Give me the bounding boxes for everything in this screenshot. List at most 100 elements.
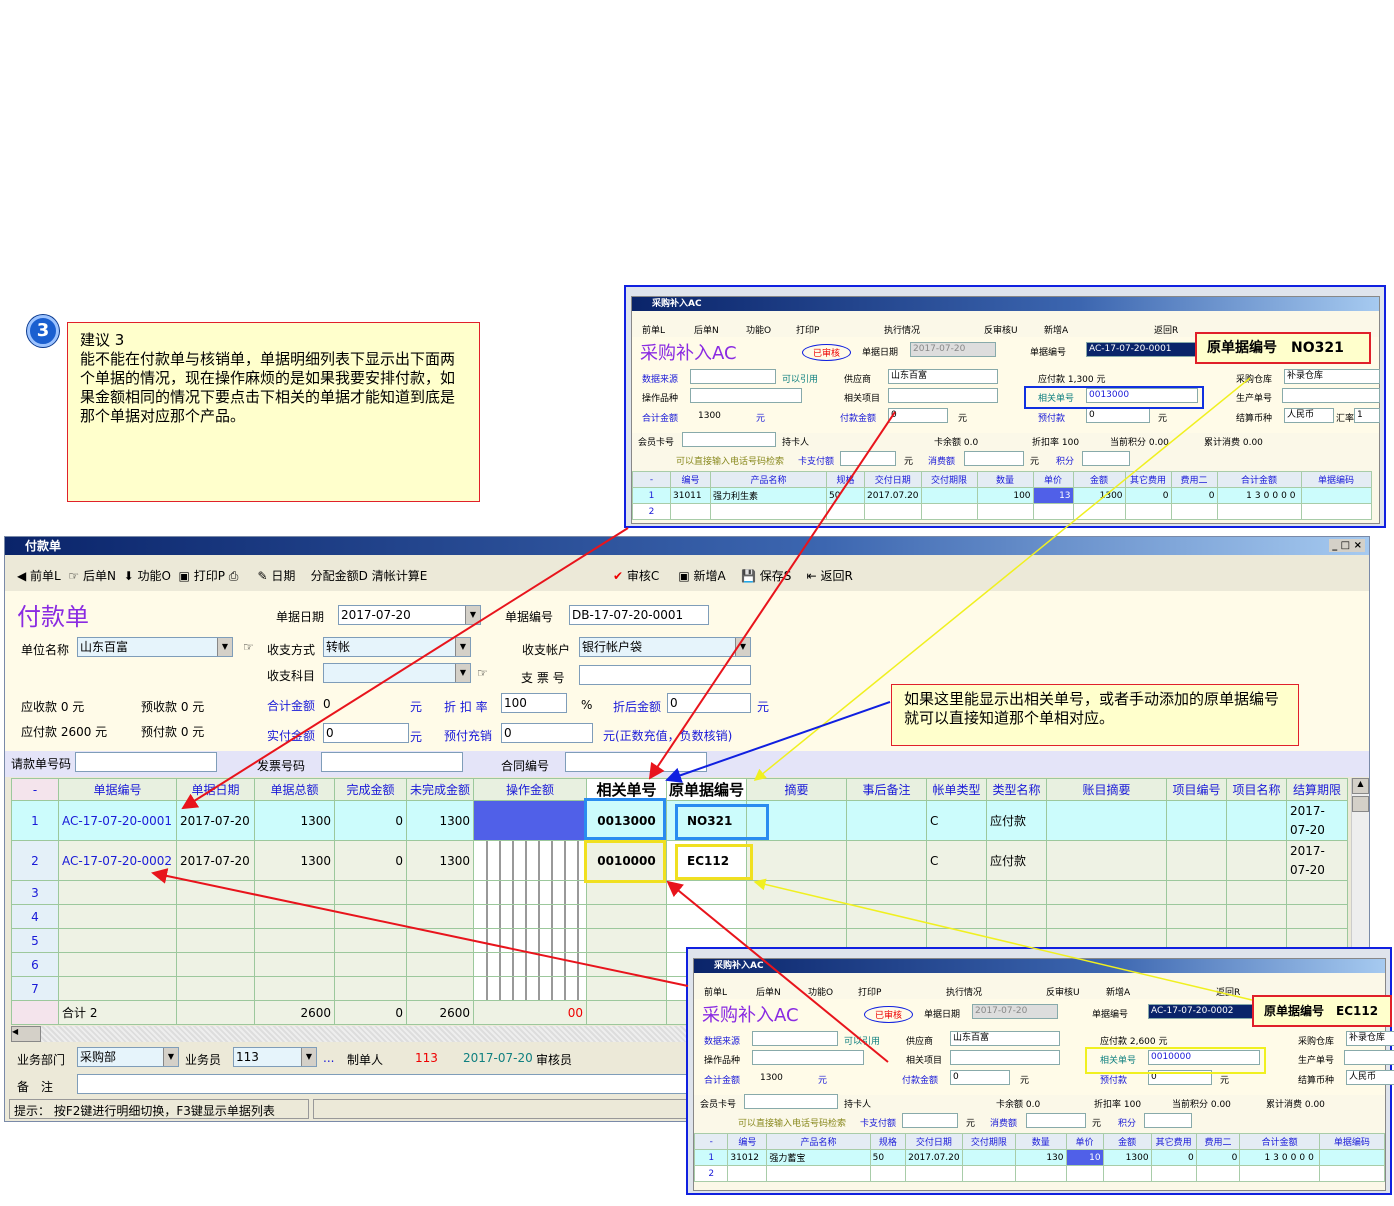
grid-cell[interactable]: 0013000 <box>586 800 667 841</box>
next-button[interactable]: ☞ 后单N <box>68 569 116 583</box>
popup-toolbar-button[interactable]: 前单L <box>704 988 728 998</box>
grid-cell[interactable] <box>254 952 335 977</box>
grid-cell[interactable]: 10 <box>1065 1149 1104 1166</box>
grid-cell[interactable]: 1 <box>11 800 59 841</box>
grid-cell[interactable] <box>766 1165 871 1182</box>
grid-cell[interactable] <box>334 976 407 1001</box>
grid-cell[interactable] <box>1318 1165 1386 1182</box>
grid-cell[interactable] <box>473 904 587 929</box>
popup-date-field[interactable]: 2017-07-20 <box>910 342 996 357</box>
column-header[interactable]: - <box>632 471 671 488</box>
grid-cell[interactable]: 1300 <box>254 800 335 841</box>
grid-cell[interactable]: 1300 <box>406 840 474 881</box>
grid-cell[interactable] <box>473 800 587 841</box>
column-header[interactable]: 单价 <box>1065 1133 1104 1150</box>
cheque-field[interactable] <box>579 665 751 685</box>
date-field[interactable]: 2017-07-20 ▼ <box>338 605 481 625</box>
column-header[interactable]: 规格 <box>826 471 865 488</box>
grid-cell[interactable] <box>1046 880 1167 905</box>
unit-select[interactable]: 山东百富 ▼ <box>77 637 233 657</box>
grid-cell[interactable] <box>58 928 177 953</box>
grid-cell[interactable] <box>1286 904 1348 929</box>
grid-cell[interactable]: 1 <box>693 1149 729 1166</box>
grid-cell[interactable] <box>406 904 474 929</box>
column-header[interactable]: 交付日期 <box>905 1133 963 1150</box>
grid-cell[interactable] <box>846 800 927 841</box>
related-no-field[interactable]: 0013000 <box>1086 388 1198 403</box>
grid-cell[interactable]: 0 <box>1170 487 1218 504</box>
pointer-icon[interactable]: ☞ <box>243 640 254 654</box>
chevron-down-icon[interactable]: ▼ <box>465 606 480 624</box>
prepay-field[interactable]: 0 <box>501 723 593 743</box>
grid-cell[interactable]: 130000 <box>1216 487 1302 504</box>
column-header[interactable]: 原单据编号 <box>666 778 747 801</box>
grid-cell[interactable] <box>1015 1165 1067 1182</box>
dept-select[interactable]: 采购部 ▼ <box>77 1047 179 1067</box>
grid-cell[interactable] <box>1195 1165 1241 1182</box>
grid-cell[interactable] <box>473 976 587 1001</box>
grid-cell[interactable] <box>1046 904 1167 929</box>
settle-button[interactable]: 清帐计算E <box>371 569 428 583</box>
grid-cell[interactable] <box>254 976 335 1001</box>
field[interactable] <box>1082 451 1130 466</box>
grid-cell[interactable] <box>727 1165 768 1182</box>
popup-toolbar-button[interactable]: 打印P <box>858 988 882 998</box>
grid-cell[interactable] <box>1065 1165 1104 1182</box>
popup-toolbar-button[interactable]: 后单N <box>694 326 719 336</box>
table-row[interactable]: 2 <box>632 503 1372 520</box>
grid-cell[interactable] <box>473 928 587 953</box>
table-row[interactable]: 2 AC-17-07-20-0002 2017-07-20 1300 0 1300 0010… <box>11 840 1348 881</box>
field[interactable]: 0 <box>950 1070 1010 1085</box>
date-button[interactable]: ✎ 日期 <box>257 569 296 583</box>
account-select[interactable]: 银行帐户袋 ▼ <box>579 637 751 657</box>
column-header[interactable]: 相关单号 <box>586 778 667 801</box>
column-header[interactable]: 交付日期 <box>864 471 922 488</box>
grid-cell[interactable] <box>58 952 177 977</box>
grid-cell[interactable] <box>1226 840 1287 881</box>
field[interactable] <box>964 451 1024 466</box>
chevron-down-icon[interactable]: ▼ <box>163 1048 178 1066</box>
grid-cell[interactable]: 0 <box>334 800 407 841</box>
grid-cell[interactable] <box>334 880 407 905</box>
after-field[interactable]: 0 <box>667 693 751 713</box>
grid-cell[interactable]: 4 <box>11 904 59 929</box>
scroll-left-icon[interactable]: ◀ <box>11 1026 41 1042</box>
grid-cell[interactable] <box>254 880 335 905</box>
column-header[interactable]: 事后备注 <box>846 778 927 801</box>
grid-cell[interactable]: 7 <box>11 976 59 1001</box>
grid-cell[interactable] <box>1166 840 1227 881</box>
pointer-icon[interactable]: ☞ <box>477 666 488 680</box>
column-header[interactable]: 单据编码 <box>1318 1133 1386 1150</box>
column-header[interactable]: 费用二 <box>1195 1133 1241 1150</box>
column-header[interactable]: 编号 <box>670 471 711 488</box>
grid-cell[interactable] <box>1124 503 1172 520</box>
grid-cell[interactable] <box>1300 503 1372 520</box>
grid-cell[interactable] <box>406 976 474 1001</box>
grid-cell[interactable] <box>920 503 978 520</box>
grid-cell[interactable]: 2017-07-20 <box>176 840 255 881</box>
column-header[interactable]: 单据编码 <box>1300 471 1372 488</box>
grid-cell[interactable] <box>710 503 827 520</box>
new-button[interactable]: ▣ 新增A <box>678 569 726 583</box>
grid-cell[interactable]: 应付款 <box>986 840 1047 881</box>
popup-toolbar-button[interactable]: 执行情况 <box>884 326 921 336</box>
grid-cell[interactable] <box>926 880 987 905</box>
grid-cell[interactable] <box>1170 503 1218 520</box>
req-field[interactable] <box>75 752 217 772</box>
field[interactable] <box>752 1050 864 1065</box>
grid-cell[interactable]: 130000 <box>1239 1149 1320 1166</box>
grid-cell[interactable]: 50 <box>869 1149 907 1166</box>
grid-cell[interactable]: 31011 <box>670 487 711 504</box>
popup-no-field[interactable]: AC-17-07-20-0002 <box>1148 1004 1258 1019</box>
contract-field[interactable] <box>565 752 707 772</box>
field[interactable]: 1 <box>1354 408 1380 423</box>
grid-cell[interactable] <box>670 503 711 520</box>
field[interactable] <box>682 432 776 447</box>
more-button[interactable]: ... <box>323 1051 335 1065</box>
paid-field[interactable]: 0 <box>323 723 409 743</box>
grid-cell[interactable] <box>1166 800 1227 841</box>
popup-toolbar-button[interactable]: 功能O <box>808 988 834 998</box>
grid-cell[interactable] <box>58 976 177 1001</box>
related-no-field[interactable]: 0010000 <box>1148 1050 1260 1065</box>
chevron-down-icon[interactable]: ▼ <box>301 1048 316 1066</box>
